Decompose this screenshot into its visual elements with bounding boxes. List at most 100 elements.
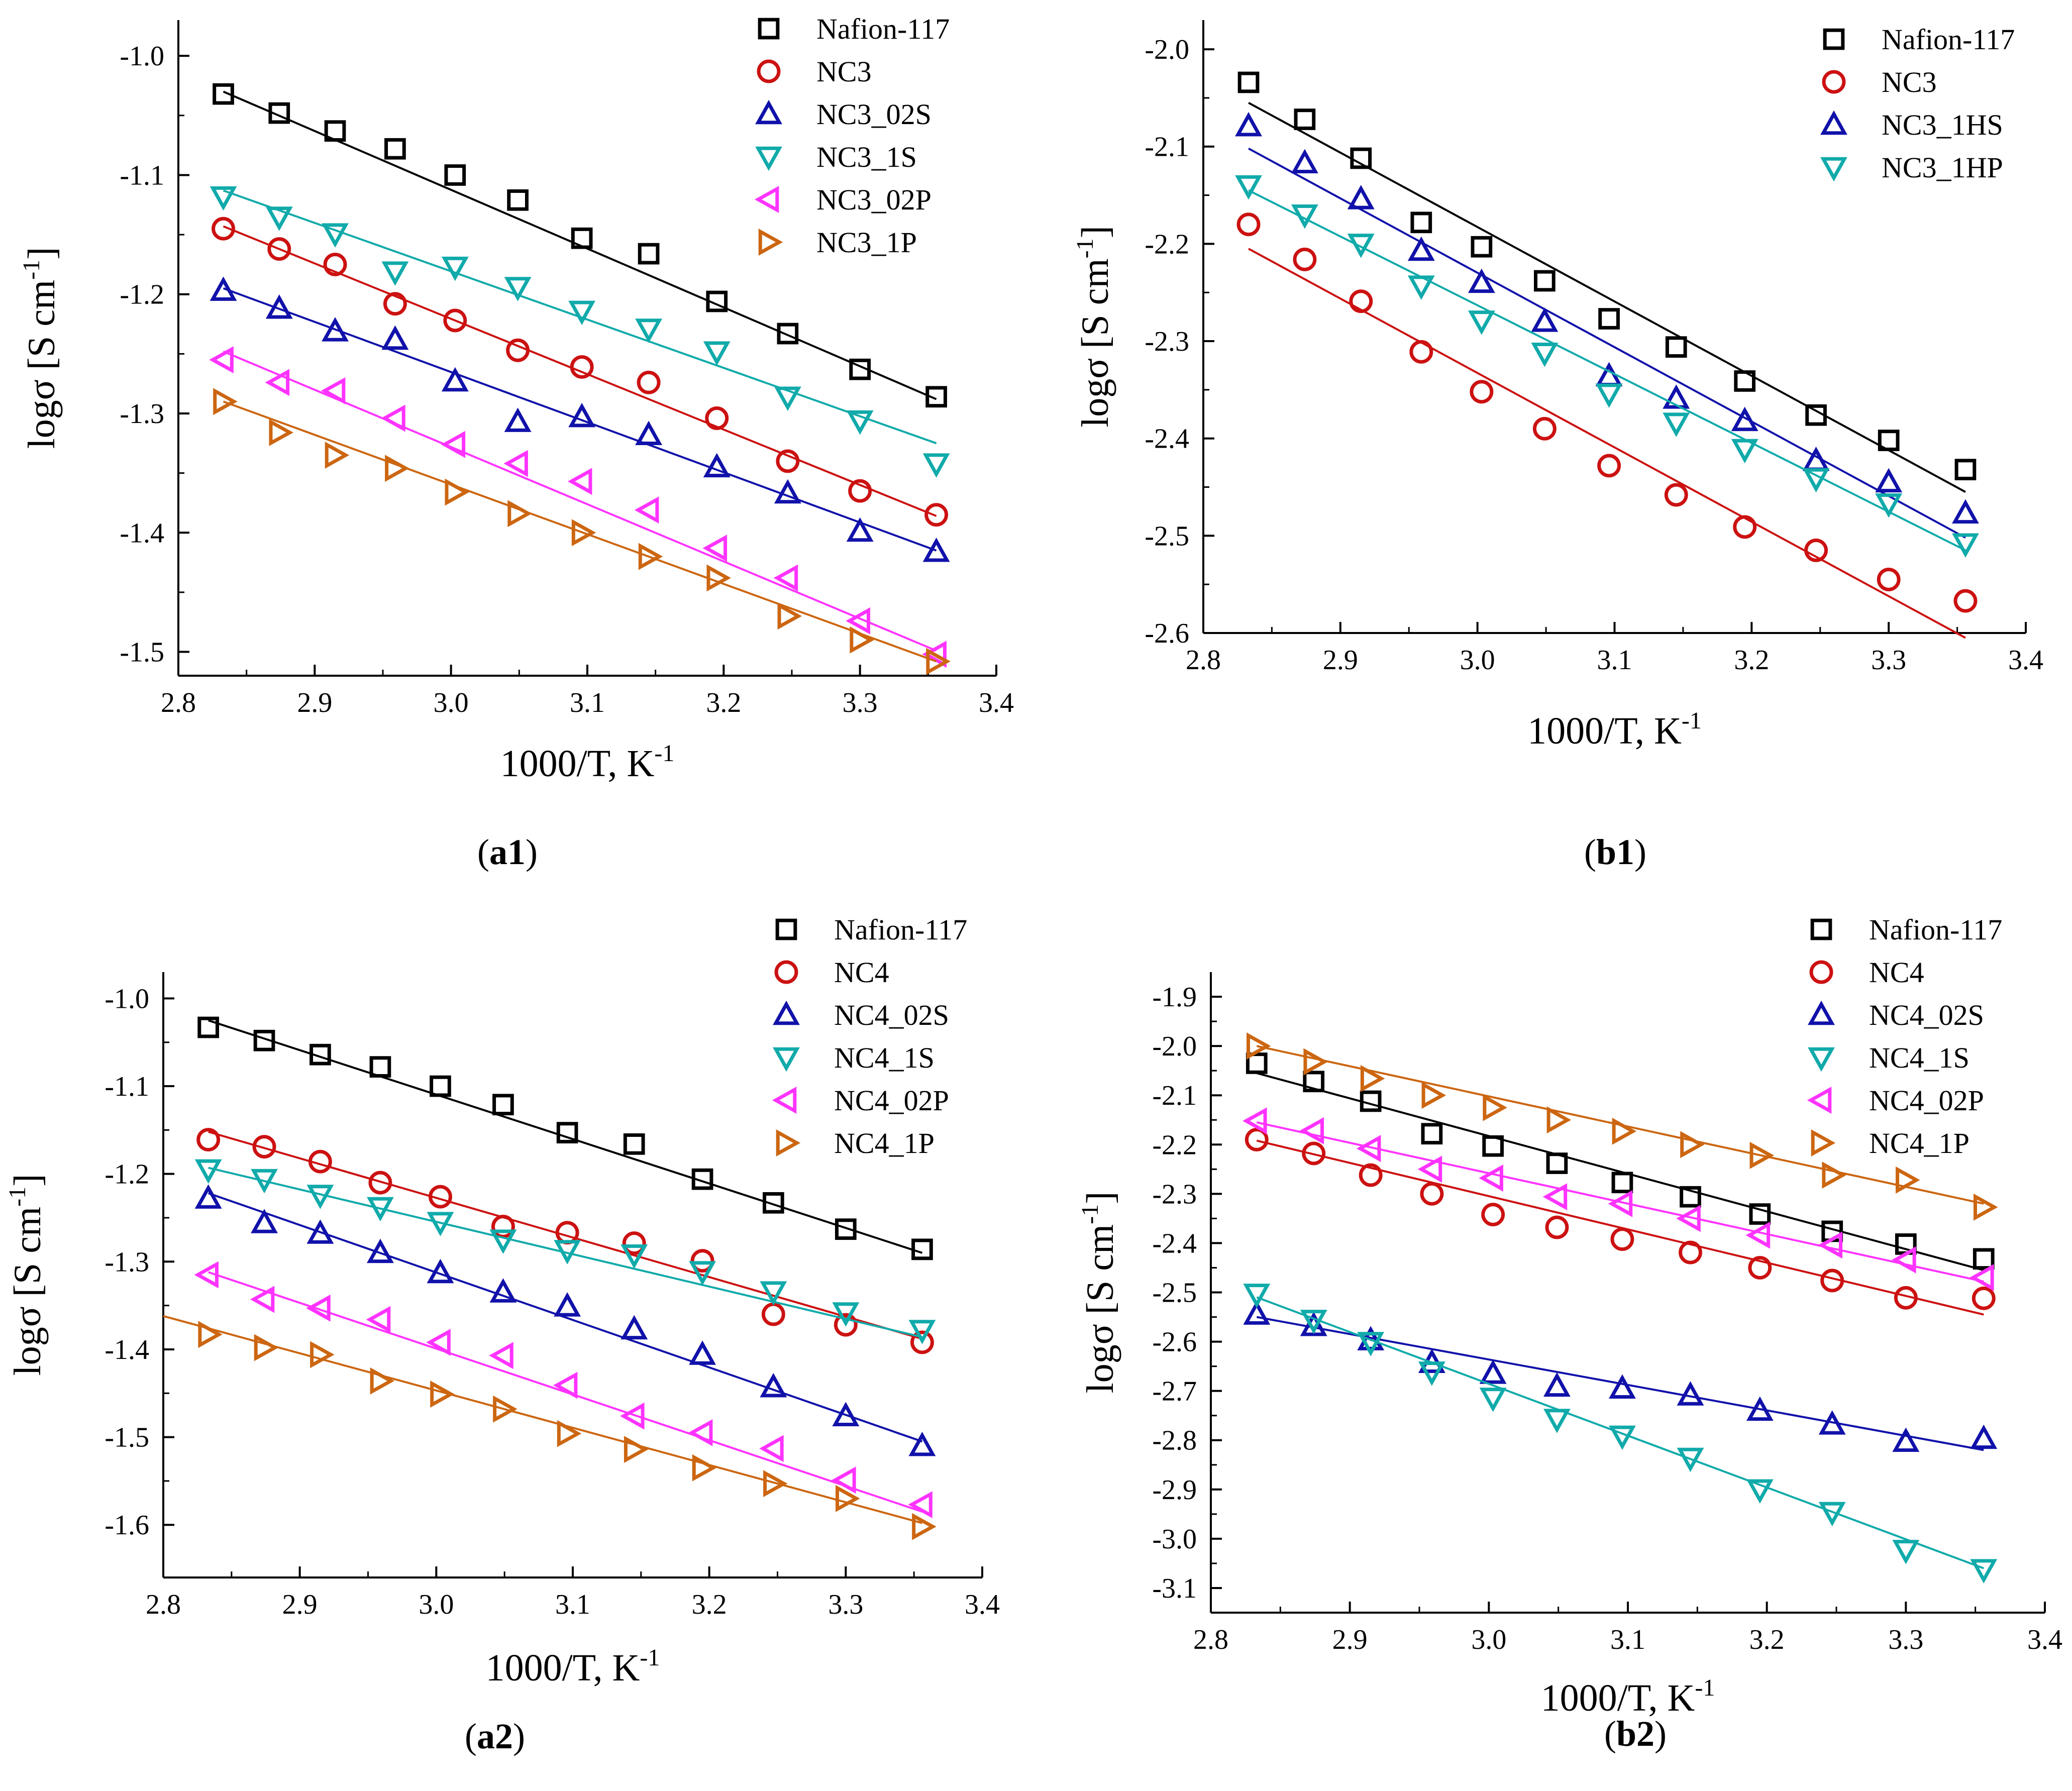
data-point-nc3-02p [381,404,405,432]
data-point-nc4-1p [370,1367,395,1395]
data-point-nafion-117 [1303,1071,1325,1093]
data-point-nc4-1s [1746,1479,1774,1504]
data-point-nc4-1s [194,1159,222,1184]
data-point-nc3-02s [703,453,731,478]
y-axis-title: logσ [S cm-1] [18,247,63,449]
y-tick-label: -2.5 [1145,520,1189,552]
data-point-nafion-117 [1749,1203,1771,1225]
data-point-nc3-02s [381,325,409,350]
data-point-nafion-117 [492,1094,514,1116]
data-point-nc4-1p [310,1341,335,1368]
data-point-nafion-117 [777,323,799,345]
data-point-nc4-1s [908,1320,936,1344]
data-point-nc3-02s [774,479,801,504]
series-nc3 [1236,213,1978,639]
data-point-nc3-02s [210,276,237,301]
data-point-nc4-1p [1822,1162,1846,1189]
data-point-nc4-02s [908,1431,936,1456]
data-point-nc4-02p [366,1306,391,1333]
x-tick-label: 2.9 [1323,645,1358,676]
data-point-nc4 [622,1231,646,1255]
x-axis-title: 1000/T, K-1 [486,1644,660,1689]
data-point-nc4-1p [430,1381,455,1408]
panel-b2: 2.8 2.9 3.0 3.1 3.2 3.3 3.4 -3.1 -3.0 -2.9 -2.8 -2.… [1077,913,2062,1754]
x-tick-label: 3.3 [828,1589,863,1620]
data-point-nc4 [910,1330,934,1354]
data-point-nc4-02s [1479,1359,1507,1384]
data-point-nc4 [834,1313,858,1337]
data-point-nc3-1p [445,478,470,506]
legend-marker-nc4-02p [1807,1087,1832,1114]
data-point-nc4-1p [1680,1131,1705,1158]
data-point-nc3 [1532,416,1557,441]
y-tick-label: -2.1 [1145,132,1189,163]
data-point-nc3-1s [322,223,349,248]
data-point-nc3-1hs [1291,149,1318,173]
data-point-nc3-1hs [1468,268,1495,293]
data-point-nc4-1p [254,1334,279,1361]
data-point-nafion-117 [268,102,290,124]
data-point-nafion-117 [1350,147,1372,169]
series-nc3-02p [209,346,947,668]
series-nafion-117 [213,83,947,408]
series-nc4-1s [194,1159,936,1344]
data-point-nafion-117 [1534,270,1556,292]
series-nc4 [196,1128,934,1354]
y-tick-label: -1.5 [120,637,164,668]
data-point-nc4-1p [557,1420,582,1447]
data-point-nc3-1s [265,206,293,231]
data-point-nc3-1hp [1875,493,1903,518]
y-tick-label: -1.9 [1152,982,1197,1013]
data-point-nc4-02p [1479,1165,1503,1192]
data-point-nc4-02p [688,1419,713,1446]
data-point-nafion-117 [1680,1186,1701,1208]
data-point-nc4-1s [1300,1310,1327,1334]
data-point-nafion-117 [309,1043,331,1066]
y-tick-label: -1.0 [105,983,149,1014]
legend-label-nc4-1p: NC4_1P [834,1127,935,1160]
data-point-nafion-117 [1805,404,1827,426]
x-tick-label: 3.0 [1460,645,1495,676]
data-point-nc4-1s [760,1281,787,1306]
data-point-nc4-02p [1242,1107,1267,1135]
data-point-nc3-02s [922,538,950,562]
x-tick-label: 2.8 [1193,1624,1228,1655]
data-point-nc3-1s [441,256,469,281]
data-point-nc4-1p [493,1395,517,1423]
data-point-nc3-02s [504,407,532,432]
series-nc4-02p [194,1261,933,1518]
legend-label-nc4: NC4 [834,956,889,989]
data-point-nc4-1s [367,1197,394,1222]
data-point-nc4-1s [427,1212,454,1236]
legend-marker-nc3 [1822,70,1846,94]
fit-line-nc4-1s [1256,1296,1984,1569]
data-point-nc4-1s [1818,1502,1846,1527]
y-tick-label: -1.4 [105,1334,149,1365]
data-point-nc4-02s [1243,1300,1271,1325]
series-nc3-1hp [1235,175,1979,558]
data-point-nc3 [1953,589,1978,613]
data-point-nc4-02s [832,1402,860,1426]
data-point-nc4-02s [1608,1374,1636,1399]
data-point-nc3 [212,217,235,241]
data-point-nafion-117 [835,1218,857,1240]
data-point-nc3 [383,292,407,316]
data-point-nc4 [1748,1256,1772,1280]
y-tick-label: -3.1 [1152,1573,1197,1604]
data-point-nc4-02p [832,1466,856,1494]
y-tick-label: -2.5 [1152,1278,1197,1309]
data-point-nc3-1s [568,300,596,326]
fit-line-nc3 [1248,248,1966,639]
data-point-nc4-02s [1543,1372,1571,1397]
data-point-nafion-117 [197,1016,219,1038]
data-point-nc4 [308,1149,332,1174]
legend-label-nafion-117: Nafion-117 [816,13,950,45]
x-axis-title: 1000/T, K-1 [500,740,675,785]
data-point-nc4 [1679,1240,1702,1265]
legend-marker-nc3-1s [755,146,782,171]
data-point-nafion-117 [925,386,947,408]
data-point-nc4-1p [763,1470,788,1498]
data-point-nc4-02p [908,1491,933,1518]
data-point-nc3 [637,370,661,394]
data-point-nafion-117 [556,1122,578,1143]
